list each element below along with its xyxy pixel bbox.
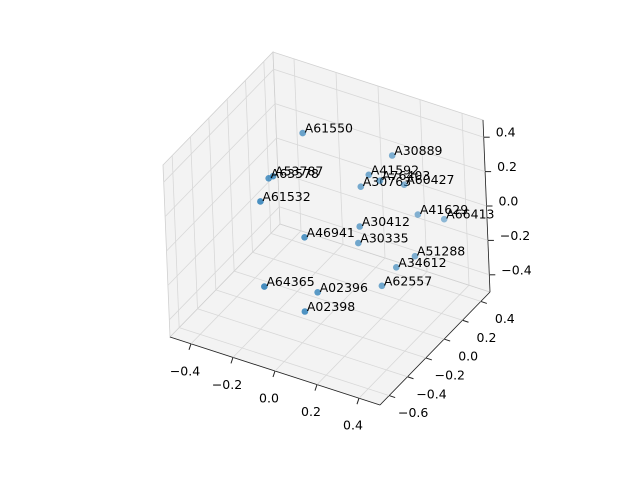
point [378, 282, 386, 290]
x-tick-label: −0.2 [212, 377, 242, 392]
x-tick-label: 0.4 [343, 418, 363, 433]
z-tick-label: −0.4 [501, 262, 531, 277]
z-tick-label: 0.2 [497, 159, 517, 174]
grid-line [273, 68, 484, 138]
z-tick-label: −0.2 [500, 228, 530, 243]
x-tick-label: −0.4 [170, 363, 200, 378]
point-label: A66413 [446, 207, 494, 222]
y-tick-label: −0.6 [398, 405, 428, 420]
point [314, 288, 321, 296]
x-tick-label: 0.2 [301, 404, 321, 419]
grid-line [234, 270, 445, 340]
y-tick [444, 338, 451, 342]
point [440, 215, 448, 223]
point [392, 264, 400, 271]
x-tick [272, 370, 276, 378]
grid-line [167, 172, 279, 286]
grid-line [232, 244, 344, 358]
y-tick-label: −0.4 [416, 386, 446, 401]
point-label: A30412 [362, 214, 410, 229]
grid-line [166, 137, 277, 252]
grid-line [276, 137, 487, 207]
point [357, 183, 365, 191]
z-tick-label: 0.0 [499, 194, 519, 209]
grid-line [252, 251, 463, 321]
y-tick [389, 395, 396, 399]
point-label: A34612 [398, 255, 446, 270]
point-label: A02398 [307, 299, 355, 314]
y-tick-label: 0.4 [495, 311, 515, 326]
grid-line [215, 289, 426, 359]
x-tick [356, 398, 360, 405]
point-label: A02396 [320, 280, 368, 295]
y-tick-label: 0.2 [477, 330, 497, 345]
point-label: A60427 [406, 172, 454, 187]
grid-line [279, 206, 490, 276]
point-label: A30889 [394, 143, 442, 158]
grid-line [163, 68, 274, 183]
grid-line [274, 103, 486, 172]
point [299, 129, 306, 137]
point-label: A61550 [305, 121, 353, 136]
point-label: A61532 [262, 189, 310, 204]
grid-line [270, 233, 481, 302]
y-tick [480, 300, 487, 304]
grid-line [164, 103, 276, 217]
grid-line [277, 172, 489, 241]
grid-line [179, 327, 390, 396]
point-label: A30335 [360, 231, 408, 246]
grid-line [169, 206, 280, 321]
point [365, 171, 373, 179]
y-tick [462, 319, 469, 323]
point-label: A30763 [363, 174, 411, 189]
y-tick [425, 357, 432, 361]
point [265, 175, 272, 182]
z-tick-label: 0.4 [496, 125, 516, 140]
y-axis-line [379, 291, 491, 406]
point-label: A64365 [266, 274, 314, 289]
x-tick [230, 357, 234, 364]
point [356, 223, 364, 230]
point-label: A76403 [382, 168, 430, 183]
grid-line [190, 230, 302, 345]
point [261, 283, 268, 290]
point [301, 234, 308, 241]
point [376, 177, 384, 185]
grid-line [316, 271, 428, 385]
point [257, 198, 264, 205]
point-label: A41592 [371, 162, 419, 177]
x-tick [314, 384, 318, 391]
point [414, 211, 422, 218]
y-tick [407, 376, 414, 380]
point-label: A46941 [307, 225, 355, 240]
x-tick [188, 343, 192, 350]
x-tick-label: 0.0 [259, 391, 279, 406]
point-label: A41629 [420, 202, 468, 217]
point [355, 239, 362, 247]
y-tick-label: 0.0 [458, 349, 478, 364]
grid-line [197, 308, 408, 378]
grid-line [274, 257, 386, 372]
grid-line [358, 284, 470, 399]
point-label: A51288 [417, 244, 465, 259]
point-label: A53787 [275, 164, 323, 179]
point-label: A63578 [271, 166, 319, 181]
point [411, 252, 419, 260]
y-tick-label: −0.2 [435, 367, 465, 382]
point [388, 152, 396, 159]
point [400, 181, 408, 188]
point-label: A62557 [384, 273, 432, 288]
point [301, 308, 309, 315]
